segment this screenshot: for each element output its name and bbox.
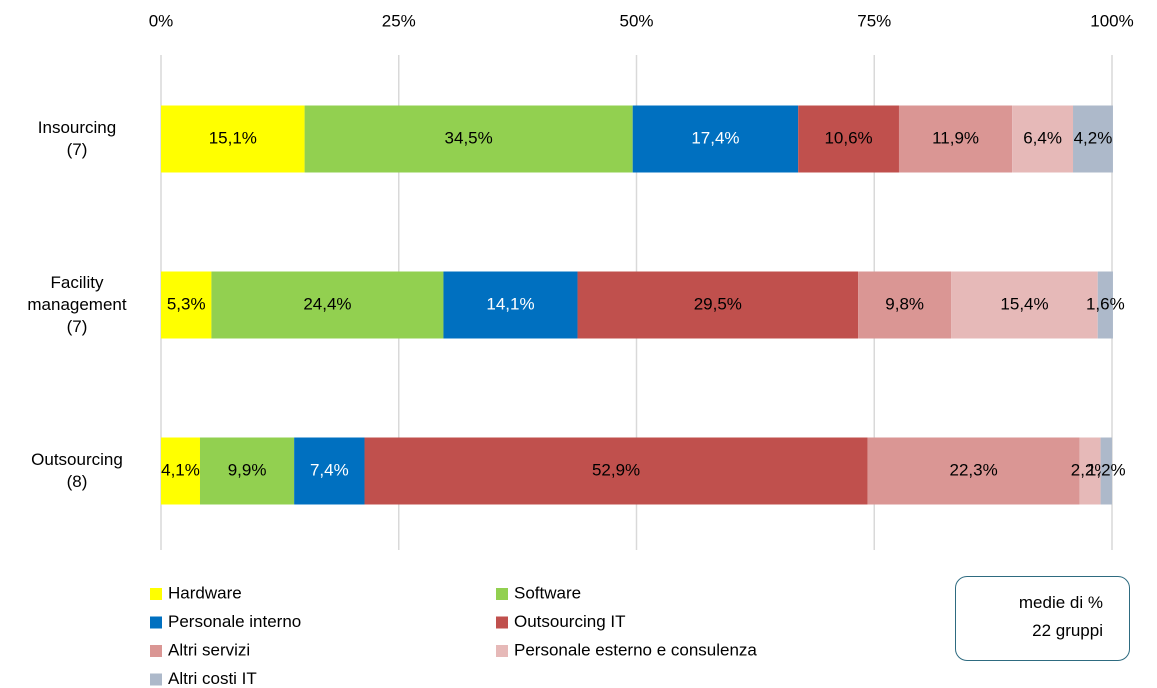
value-label: 22,3%	[950, 460, 998, 479]
legend-swatch	[150, 588, 162, 600]
value-label: 10,6%	[824, 128, 872, 147]
legend-label: Altri costi IT	[168, 669, 257, 688]
legend-swatch	[150, 616, 162, 629]
legend-swatch	[150, 645, 162, 657]
bar-segment	[798, 105, 899, 173]
value-label: 29,5%	[694, 294, 742, 313]
legend-swatch	[496, 616, 508, 629]
bar-segment	[294, 437, 365, 505]
bar-segment	[161, 105, 305, 173]
legend-label: Software	[514, 583, 581, 602]
legend-label: Personale interno	[168, 612, 301, 631]
value-label: 7,4%	[310, 460, 349, 479]
x-tick-label: 50%	[619, 11, 653, 30]
bar-segment	[898, 105, 1013, 173]
legend-label: Hardware	[168, 583, 242, 602]
bar-segment	[443, 271, 578, 339]
legend-label: Outsourcing IT	[514, 612, 626, 631]
legend-label: Altri servizi	[168, 640, 250, 659]
annotation: medie di % 22 gruppi	[955, 576, 1130, 661]
category-label: Outsourcing (8)	[31, 450, 123, 491]
value-label: 15,4%	[1000, 294, 1048, 313]
value-label: 14,1%	[486, 294, 534, 313]
x-tick-label: 75%	[857, 11, 891, 30]
bar-segment	[161, 271, 212, 339]
bar-segment	[867, 437, 1080, 505]
value-label: 4,2%	[1074, 128, 1113, 147]
value-label: 9,8%	[885, 294, 924, 313]
value-label: 4,1%	[161, 460, 200, 479]
bar-segment	[632, 105, 799, 173]
value-label: 1,6%	[1086, 294, 1125, 313]
value-label: 11,9%	[932, 128, 979, 147]
legend-swatch	[150, 673, 162, 686]
bar-segment	[1100, 437, 1112, 505]
legend-swatch	[496, 588, 508, 600]
value-label: 9,9%	[228, 460, 267, 479]
legend-label: Personale esterno e consulenza	[514, 640, 757, 659]
category-label: Insourcing (7)	[37, 118, 117, 159]
bar-segment	[1073, 105, 1113, 173]
bar-segment	[951, 271, 1098, 339]
bar-segment	[1012, 105, 1074, 173]
legend-swatch	[496, 645, 508, 657]
category-label: Facility management (7)	[27, 273, 127, 336]
bar-segment	[364, 437, 868, 505]
bar-segment	[1097, 271, 1113, 339]
x-tick-label: 100%	[1090, 11, 1133, 30]
bar-segment	[577, 271, 859, 339]
bar-segment	[858, 271, 952, 339]
bar-segment	[161, 437, 200, 505]
value-label: 2,2%	[1071, 460, 1110, 479]
bar-segment	[199, 437, 295, 505]
value-label: 5,3%	[167, 294, 206, 313]
value-label: 34,5%	[445, 128, 493, 147]
value-label: 1,2%	[1087, 460, 1126, 479]
value-label: 6,4%	[1023, 128, 1062, 147]
value-label: 17,4%	[691, 128, 739, 147]
bar-segment	[1079, 437, 1101, 505]
value-label: 24,4%	[303, 294, 351, 313]
value-label: 15,1%	[209, 128, 257, 147]
bar-segment	[304, 105, 633, 173]
bar-segment	[211, 271, 444, 339]
value-label: 52,9%	[592, 460, 640, 479]
x-tick-label: 25%	[382, 11, 416, 30]
x-tick-label: 0%	[149, 11, 174, 30]
